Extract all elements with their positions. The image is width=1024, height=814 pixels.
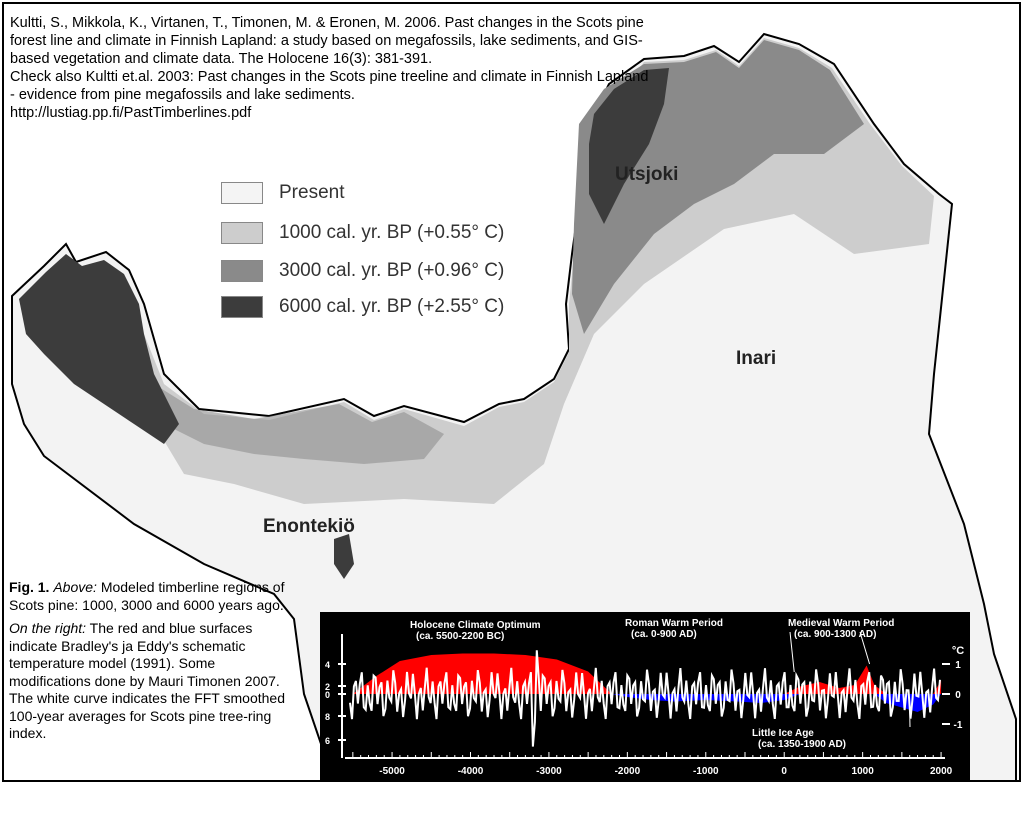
place-label-enontekio: Enontekiö [263, 516, 355, 537]
x-tick-label: 0 [781, 766, 787, 777]
left-tick-label: 2 [325, 682, 330, 692]
legend-item: Present [221, 180, 344, 206]
right-axis-unit: °C [952, 645, 964, 657]
x-tick-label: -5000 [379, 766, 405, 777]
place-label-inari: Inari [736, 348, 777, 369]
legend-item: 6000 cal. yr. BP (+2.55° C) [221, 294, 504, 320]
annotation-title: Roman Warm Period [625, 618, 723, 629]
annotation-title: Medieval Warm Period [788, 618, 894, 629]
left-tick-label: 0 [325, 690, 330, 700]
caption-above: Fig. 1. Above: Modeled timberline region… [9, 579, 299, 614]
caption-right: On the right: The red and blue surfaces … [9, 620, 299, 743]
annotation-range: (ca. 1350-1900 AD) [758, 739, 846, 750]
figure-caption: Fig. 1. Above: Modeled timberline region… [9, 579, 299, 749]
map-region-6000bp-north [589, 68, 669, 224]
cold-area [352, 694, 942, 712]
annotation-range: (ca. 0-900 AD) [631, 629, 697, 640]
map-region-6000bp-spot [334, 534, 354, 579]
legend-swatch [221, 260, 263, 282]
annotation-leader [789, 631, 795, 673]
map-region-3000bp-west [154, 384, 444, 464]
legend-label: 1000 cal. yr. BP (+0.55° C) [279, 222, 505, 243]
map-region-6000bp [19, 254, 179, 444]
right-tick-label: 0 [955, 690, 961, 701]
right-tick-label: 1 [955, 660, 961, 671]
annotation-title: Little Ice Age [752, 728, 814, 739]
legend-label: 3000 cal. yr. BP (+0.96° C) [279, 260, 505, 281]
annotation-leader [859, 631, 871, 665]
x-tick-label: 1000 [852, 766, 875, 777]
left-tick-label: 6 [325, 736, 330, 746]
x-tick-label: -2000 [615, 766, 641, 777]
annotation-range: (ca. 900-1300 AD) [794, 629, 876, 640]
legend-swatch [221, 222, 263, 244]
right-tick-label: -1 [954, 720, 963, 731]
right-label: On the right: [9, 620, 87, 636]
citation-text: Kultti, S., Mikkola, K., Virtanen, T., T… [10, 15, 649, 121]
x-tick-label: -4000 [458, 766, 484, 777]
legend-item: 1000 cal. yr. BP (+0.55° C) [221, 220, 504, 246]
climate-chart: 4 2 0 8 6 -5000 -4000 -3000 -2000 -1000 0 1000 2000 °… [320, 612, 970, 780]
left-tick-label: 8 [325, 712, 330, 722]
warm-area [352, 653, 942, 694]
legend-item: 3000 cal. yr. BP (+0.96° C) [221, 258, 504, 284]
annotation-range: (ca. 5500-2200 BC) [416, 631, 504, 642]
legend-swatch [221, 296, 263, 318]
annotation-title: Holocene Climate Optimum [410, 620, 541, 631]
above-label: Above: [53, 579, 97, 595]
legend-swatch [221, 182, 263, 204]
fig-label: Fig. 1. [9, 579, 50, 595]
x-tick-label: 2000 [930, 766, 953, 777]
place-label-utsjoki: Utsjoki [615, 164, 679, 185]
left-tick-label: 4 [325, 660, 330, 670]
above-text: Modeled timberline regions of Scots pine… [9, 579, 285, 613]
tree-ring-curve [349, 650, 941, 747]
lapland-map [11, 32, 1017, 780]
x-tick-label: -3000 [536, 766, 562, 777]
legend-label: 6000 cal. yr. BP (+2.55° C) [279, 296, 505, 317]
x-tick-label: -1000 [693, 766, 719, 777]
figure-frame: Kultti, S., Mikkola, K., Virtanen, T., T… [2, 2, 1021, 782]
right-text: The red and blue surfaces indicate Bradl… [9, 620, 285, 741]
legend-label: Present [279, 182, 345, 203]
